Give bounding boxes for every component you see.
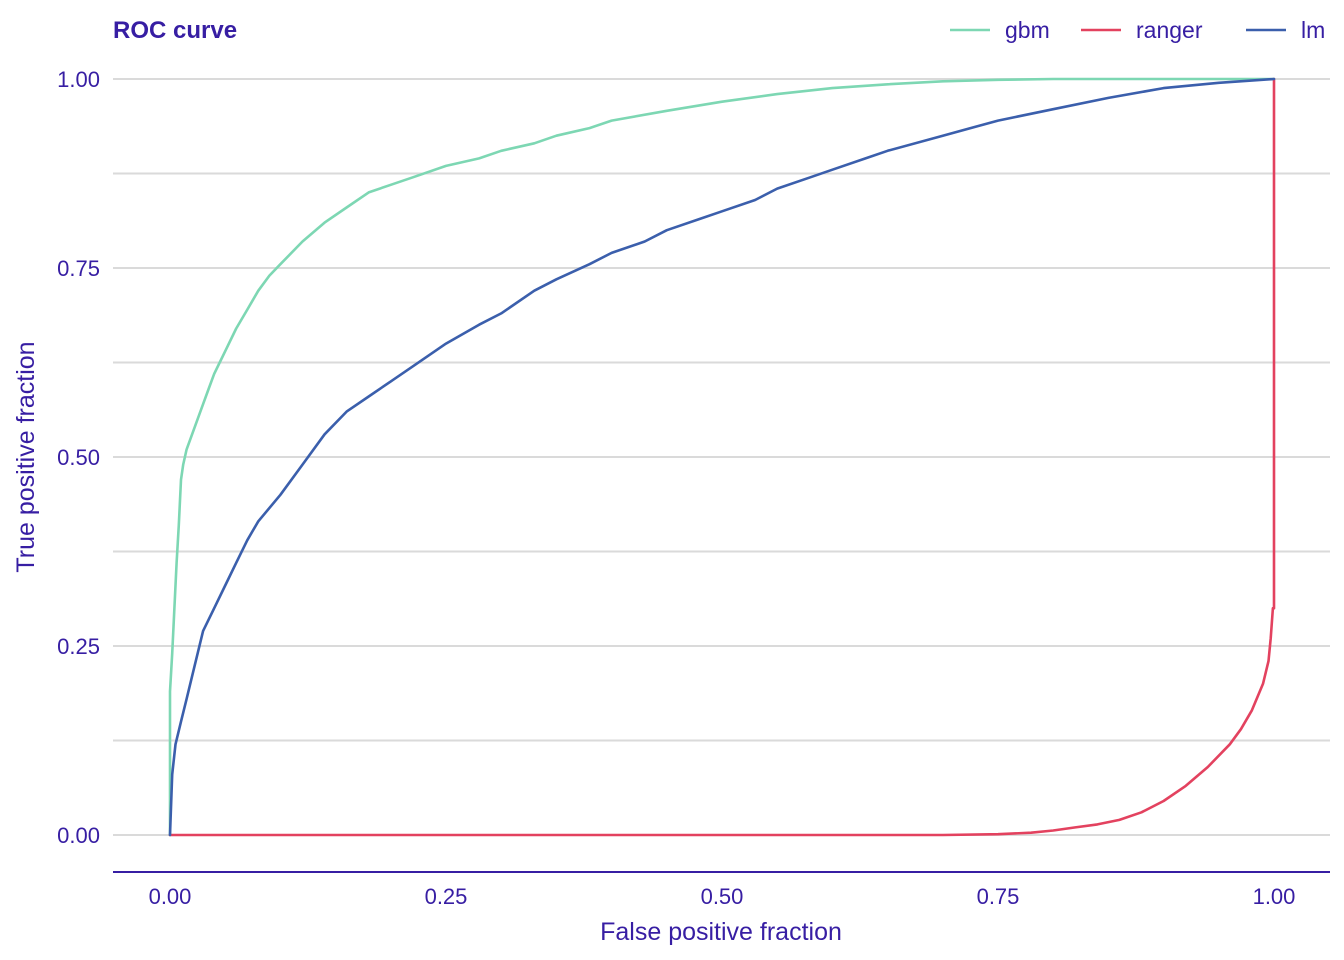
x-axis-label: False positive fraction xyxy=(600,918,842,946)
x-tick-label: 0.00 xyxy=(149,884,192,909)
legend-label-ranger: ranger xyxy=(1136,17,1203,43)
x-tick-label: 0.75 xyxy=(977,884,1020,909)
y-tick-label: 0.50 xyxy=(57,445,100,470)
y-tick-label: 0.75 xyxy=(57,256,100,281)
y-tick-labels: 0.00 0.25 0.50 0.75 1.00 xyxy=(57,67,100,848)
y-tick-label: 0.00 xyxy=(57,823,100,848)
x-tick-label: 0.25 xyxy=(425,884,468,909)
series-line-gbm xyxy=(168,77,1276,837)
x-tick-labels: 0.00 0.25 0.50 0.75 1.00 xyxy=(149,884,1296,909)
series-line-ranger xyxy=(168,77,1276,837)
legend-label-gbm: gbm xyxy=(1005,17,1050,43)
x-tick-label: 1.00 xyxy=(1253,884,1296,909)
grid-lines xyxy=(113,78,1330,836)
y-axis-label: True positive fraction xyxy=(12,341,40,572)
y-tick-label: 0.25 xyxy=(57,634,100,659)
legend: gbm ranger lm xyxy=(950,17,1325,43)
chart-title: ROC curve xyxy=(113,17,237,44)
y-tick-label: 1.00 xyxy=(57,67,100,92)
series-line-lm xyxy=(168,77,1276,837)
legend-label-lm: lm xyxy=(1301,17,1325,43)
series-layer xyxy=(168,77,1276,837)
x-tick-label: 0.50 xyxy=(701,884,744,909)
